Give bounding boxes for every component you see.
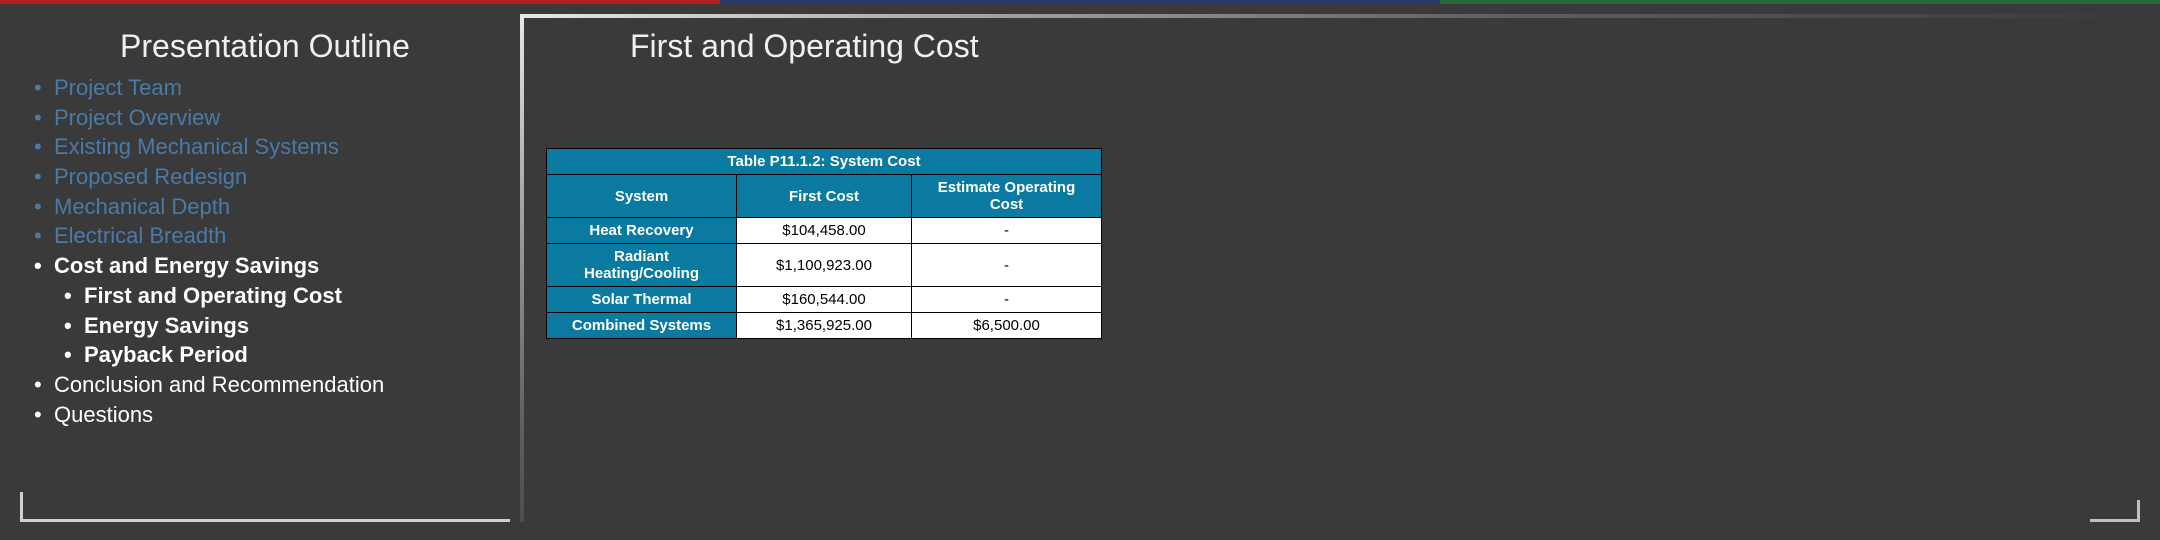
system-cost-table: Table P11.1.2: System Cost System First …: [546, 148, 1102, 339]
slide-title: First and Operating Cost: [540, 14, 2140, 65]
table-row-header: Heat Recovery: [547, 218, 737, 244]
table-cell: $1,365,925.00: [737, 313, 912, 339]
outline-item: Existing Mechanical Systems: [54, 132, 510, 162]
outline-item-active: Cost and Energy Savings First and Operat…: [54, 251, 510, 370]
outline-item: Mechanical Depth: [54, 192, 510, 222]
outline-sublist: First and Operating Cost Energy Savings …: [54, 281, 510, 370]
table-caption: Table P11.1.2: System Cost: [547, 149, 1102, 175]
outline-item: Electrical Breadth: [54, 221, 510, 251]
outline-title: Presentation Outline: [20, 14, 510, 73]
table-cell: -: [912, 244, 1102, 287]
table-col-header: Estimate Operating Cost: [912, 175, 1102, 218]
outline-item: Conclusion and Recommendation: [54, 370, 510, 400]
outline-item: Project Team: [54, 73, 510, 103]
table-col-header: System: [547, 175, 737, 218]
outline-panel: Presentation Outline Project Team Projec…: [20, 14, 510, 429]
table-row-header: Solar Thermal: [547, 287, 737, 313]
outline-item: Questions: [54, 400, 510, 430]
table-cell: $104,458.00: [737, 218, 912, 244]
outline-item: Project Overview: [54, 103, 510, 133]
outline-subitem-active: First and Operating Cost: [84, 281, 510, 311]
table-row: Solar Thermal $160,544.00 -: [547, 287, 1102, 313]
table-row-header: Radiant Heating/Cooling: [547, 244, 737, 287]
outline-list: Project Team Project Overview Existing M…: [20, 73, 510, 429]
table-row: Heat Recovery $104,458.00 -: [547, 218, 1102, 244]
outline-item: Proposed Redesign: [54, 162, 510, 192]
top-color-bar: [0, 0, 2160, 4]
table-col-header: First Cost: [737, 175, 912, 218]
table-cell: $1,100,923.00: [737, 244, 912, 287]
table-row: Combined Systems $1,365,925.00 $6,500.00: [547, 313, 1102, 339]
table-row-header: Combined Systems: [547, 313, 737, 339]
table-cell: $6,500.00: [912, 313, 1102, 339]
table-cell: -: [912, 287, 1102, 313]
table-cell: $160,544.00: [737, 287, 912, 313]
outline-subitem: Energy Savings: [84, 311, 510, 341]
outline-subitem: Payback Period: [84, 340, 510, 370]
table-cell: -: [912, 218, 1102, 244]
content-panel: First and Operating Cost Table P11.1.2: …: [540, 14, 2140, 65]
table-row: Radiant Heating/Cooling $1,100,923.00 -: [547, 244, 1102, 287]
